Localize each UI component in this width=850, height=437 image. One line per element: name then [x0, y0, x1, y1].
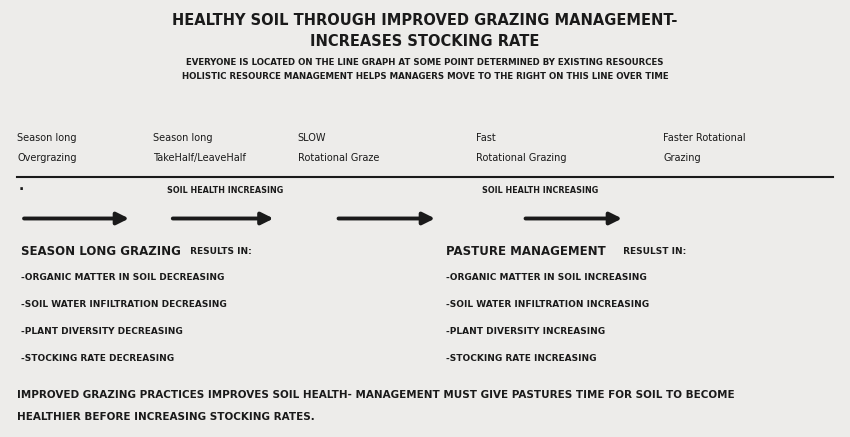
Text: -ORGANIC MATTER IN SOIL INCREASING: -ORGANIC MATTER IN SOIL INCREASING	[446, 273, 647, 282]
Text: Overgrazing: Overgrazing	[17, 153, 76, 163]
Text: -STOCKING RATE DECREASING: -STOCKING RATE DECREASING	[21, 354, 174, 363]
Text: -PLANT DIVERSITY DECREASING: -PLANT DIVERSITY DECREASING	[21, 327, 183, 336]
Text: SOIL HEALTH INCREASING: SOIL HEALTH INCREASING	[167, 186, 283, 194]
Text: HEALTHIER BEFORE INCREASING STOCKING RATES.: HEALTHIER BEFORE INCREASING STOCKING RAT…	[17, 413, 314, 422]
Text: Grazing: Grazing	[663, 153, 700, 163]
Text: Faster Rotational: Faster Rotational	[663, 133, 745, 142]
Text: -SOIL WATER INFILTRATION INCREASING: -SOIL WATER INFILTRATION INCREASING	[446, 300, 649, 309]
Text: SOIL HEALTH INCREASING: SOIL HEALTH INCREASING	[482, 186, 598, 194]
Text: -ORGANIC MATTER IN SOIL DECREASING: -ORGANIC MATTER IN SOIL DECREASING	[21, 273, 224, 282]
Text: Rotational Grazing: Rotational Grazing	[476, 153, 566, 163]
Text: Season long: Season long	[17, 133, 76, 142]
Text: -PLANT DIVERSITY INCREASING: -PLANT DIVERSITY INCREASING	[446, 327, 605, 336]
Text: RESULTS IN:: RESULTS IN:	[187, 247, 252, 256]
Text: ·: ·	[19, 183, 24, 197]
Text: TakeHalf/LeaveHalf: TakeHalf/LeaveHalf	[153, 153, 246, 163]
Text: IMPROVED GRAZING PRACTICES IMPROVES SOIL HEALTH- MANAGEMENT MUST GIVE PASTURES T: IMPROVED GRAZING PRACTICES IMPROVES SOIL…	[17, 391, 734, 400]
Text: INCREASES STOCKING RATE: INCREASES STOCKING RATE	[310, 34, 540, 49]
Text: RESULST IN:: RESULST IN:	[620, 247, 687, 256]
Text: Season long: Season long	[153, 133, 212, 142]
Text: -SOIL WATER INFILTRATION DECREASING: -SOIL WATER INFILTRATION DECREASING	[21, 300, 227, 309]
Text: Fast: Fast	[476, 133, 496, 142]
Text: HEALTHY SOIL THROUGH IMPROVED GRAZING MANAGEMENT-: HEALTHY SOIL THROUGH IMPROVED GRAZING MA…	[173, 14, 677, 28]
Text: Rotational Graze: Rotational Graze	[298, 153, 379, 163]
Text: SLOW: SLOW	[298, 133, 326, 142]
Text: PASTURE MANAGEMENT: PASTURE MANAGEMENT	[446, 245, 606, 258]
Text: HOLISTIC RESOURCE MANAGEMENT HELPS MANAGERS MOVE TO THE RIGHT ON THIS LINE OVER : HOLISTIC RESOURCE MANAGEMENT HELPS MANAG…	[182, 72, 668, 81]
Text: -STOCKING RATE INCREASING: -STOCKING RATE INCREASING	[446, 354, 597, 363]
Text: EVERYONE IS LOCATED ON THE LINE GRAPH AT SOME POINT DETERMINED BY EXISTING RESOU: EVERYONE IS LOCATED ON THE LINE GRAPH AT…	[186, 58, 664, 66]
Text: SEASON LONG GRAZING: SEASON LONG GRAZING	[21, 245, 181, 258]
